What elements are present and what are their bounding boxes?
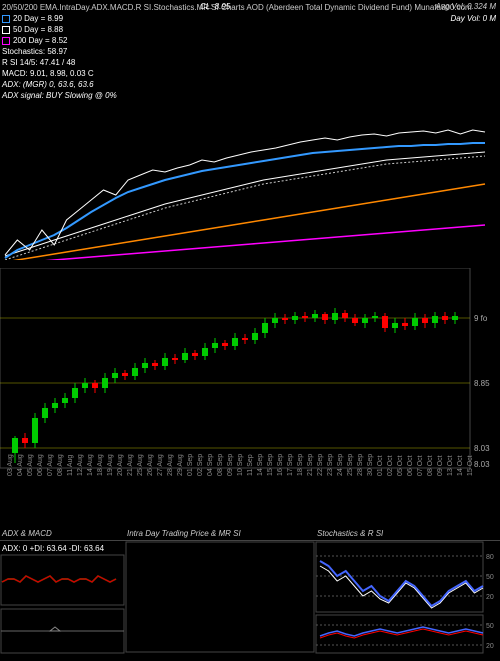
svg-text:06 Oct: 06 Oct bbox=[407, 455, 414, 476]
svg-text:13 Oct: 13 Oct bbox=[447, 455, 454, 476]
svg-text:04 Sep: 04 Sep bbox=[207, 454, 214, 476]
svg-text:19 Aug: 19 Aug bbox=[107, 454, 114, 476]
svg-text:30 Sep: 30 Sep bbox=[367, 454, 374, 476]
svg-text:09 Sep: 09 Sep bbox=[227, 454, 234, 476]
adx-label: ADX: (MGR) 0, 63.6, 63.6 bbox=[2, 79, 498, 90]
svg-text:14 Aug: 14 Aug bbox=[87, 454, 94, 476]
intraday-panel: Intra Day Trading Price & MR SI bbox=[125, 540, 315, 660]
avg-vol: Avg Vol: 0.324 M bbox=[436, 2, 496, 11]
svg-text:50: 50 bbox=[486, 574, 494, 581]
svg-text:11 Sep: 11 Sep bbox=[247, 454, 254, 476]
svg-text:28 Aug: 28 Aug bbox=[167, 454, 174, 476]
svg-text:23 Sep: 23 Sep bbox=[327, 454, 334, 476]
svg-text:20: 20 bbox=[486, 594, 494, 601]
svg-text:14 Oct: 14 Oct bbox=[457, 455, 464, 476]
svg-text:07 Aug: 07 Aug bbox=[47, 454, 54, 476]
svg-text:08 Oct: 08 Oct bbox=[427, 455, 434, 476]
stochastics-panel: Stochastics & R SI 8050205020 bbox=[315, 540, 500, 660]
svg-text:18 Aug: 18 Aug bbox=[97, 454, 104, 476]
stoch-label: Stochastics: 58.97 bbox=[2, 46, 498, 57]
svg-text:07 Oct: 07 Oct bbox=[417, 455, 424, 476]
svg-text:22 Sep: 22 Sep bbox=[317, 454, 324, 476]
svg-text:8.85: 8.85 bbox=[474, 379, 490, 388]
svg-text:16 Sep: 16 Sep bbox=[277, 454, 284, 476]
svg-text:01 Oct: 01 Oct bbox=[377, 455, 384, 476]
svg-text:8.03: 8.03 bbox=[474, 460, 490, 469]
svg-text:21 Sep: 21 Sep bbox=[307, 454, 314, 476]
svg-text:08 Sep: 08 Sep bbox=[217, 454, 224, 476]
svg-text:8.03: 8.03 bbox=[474, 444, 490, 453]
svg-text:03 Aug: 03 Aug bbox=[7, 454, 14, 476]
svg-text:11 Aug: 11 Aug bbox=[67, 455, 74, 476]
svg-text:05 Oct: 05 Oct bbox=[397, 455, 404, 476]
svg-text:ADX: 0 +DI: 63.64 -DI: 63.64: ADX: 0 +DI: 63.64 -DI: 63.64 bbox=[2, 544, 105, 553]
title-line: 20/50/200 EMA.IntraDay.ADX.MACD.R SI.Sto… bbox=[2, 2, 498, 13]
svg-text:20: 20 bbox=[486, 643, 494, 650]
ma200-legend: 200 Day = 8.52 bbox=[2, 35, 498, 46]
day-vol: Day Vol: 0 M bbox=[451, 14, 497, 23]
svg-text:08 Aug: 08 Aug bbox=[57, 454, 64, 476]
svg-text:01 Sep: 01 Sep bbox=[187, 454, 194, 476]
adx-macd-panel: ADX & MACD ADX: 0 +DI: 63.64 -DI: 63.64 bbox=[0, 540, 125, 660]
svg-text:24 Sep: 24 Sep bbox=[337, 454, 344, 476]
chart-header: 20/50/200 EMA.IntraDay.ADX.MACD.R SI.Sto… bbox=[0, 0, 500, 103]
footer-panels: ADX & MACD ADX: 0 +DI: 63.64 -DI: 63.64 … bbox=[0, 540, 500, 660]
ma20-legend: 20 Day = 8.99 bbox=[2, 13, 498, 24]
macd-label: MACD: 9.01, 8.98, 0.03 C bbox=[2, 68, 498, 79]
svg-text:25 Aug: 25 Aug bbox=[137, 454, 144, 476]
svg-text:25 Sep: 25 Sep bbox=[347, 454, 354, 476]
svg-text:80: 80 bbox=[486, 554, 494, 561]
svg-text:15 Oct: 15 Oct bbox=[467, 455, 474, 476]
svg-text:05 Aug: 05 Aug bbox=[27, 454, 34, 476]
price-ma-chart bbox=[0, 90, 500, 260]
svg-text:29 Aug: 29 Aug bbox=[177, 454, 184, 476]
svg-text:21 Aug: 21 Aug bbox=[127, 454, 134, 476]
svg-text:04 Aug: 04 Aug bbox=[17, 454, 24, 476]
svg-text:20 Aug: 20 Aug bbox=[117, 454, 124, 476]
svg-text:02 Oct: 02 Oct bbox=[387, 455, 394, 476]
candlestick-chart: 9 fo 8.85 8.03 8.03 03 Aug04 Aug05 Aug06 Aug… bbox=[0, 268, 500, 518]
svg-text:10 Sep: 10 Sep bbox=[237, 454, 244, 476]
svg-text:28 Sep: 28 Sep bbox=[357, 454, 364, 476]
stock-chart-container: 20/50/200 EMA.IntraDay.ADX.MACD.R SI.Sto… bbox=[0, 0, 500, 660]
svg-text:15 Sep: 15 Sep bbox=[267, 454, 274, 476]
svg-text:26 Aug: 26 Aug bbox=[147, 454, 154, 476]
close-label: CL: 8.95 bbox=[200, 2, 230, 11]
svg-text:14 Sep: 14 Sep bbox=[257, 454, 264, 476]
svg-text:09 Oct: 09 Oct bbox=[437, 455, 444, 476]
ma50-legend: 50 Day = 8.88 bbox=[2, 24, 498, 35]
svg-text:9 fo: 9 fo bbox=[474, 314, 488, 323]
svg-text:18 Sep: 18 Sep bbox=[297, 454, 304, 476]
svg-text:27 Aug: 27 Aug bbox=[157, 454, 164, 476]
svg-text:12 Aug: 12 Aug bbox=[77, 454, 84, 476]
svg-text:06 Aug: 06 Aug bbox=[37, 454, 44, 476]
rsi-label: R SI 14/5: 47.41 / 48 bbox=[2, 57, 498, 68]
svg-text:17 Sep: 17 Sep bbox=[287, 454, 294, 476]
svg-text:02 Sep: 02 Sep bbox=[197, 454, 204, 476]
svg-text:50: 50 bbox=[486, 623, 494, 630]
